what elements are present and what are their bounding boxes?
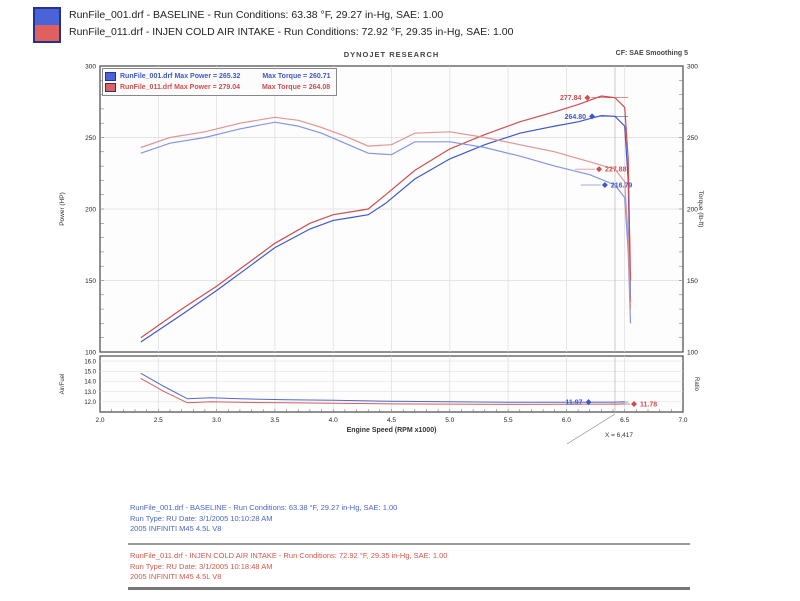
divider-rule-2	[128, 587, 690, 590]
value-marker	[631, 401, 638, 408]
legend-power-baseline: Max Power = 265.32	[174, 73, 241, 80]
x-tick-label: 4.5	[387, 417, 396, 424]
x-axis-title: Engine Speed (RPM x1000)	[347, 427, 437, 434]
torque-tick-label: 250	[687, 135, 698, 142]
afr-injen-curve	[140, 377, 625, 405]
injen-color-chip	[35, 25, 59, 41]
value-marker	[601, 181, 608, 188]
power-tick-label: 100	[85, 349, 96, 356]
injen-run-info: RunFile_011.drf - INJEN COLD AIR INTAKE …	[130, 551, 447, 583]
baseline-info-line3: 2005 INFINITI M45 4.5L V8	[130, 524, 222, 533]
power-axis-title: Power (HP)	[59, 192, 66, 226]
x-tick-label: 4.0	[329, 417, 338, 424]
injen-info-line1: RunFile_011.drf - INJEN COLD AIR INTAKE …	[130, 551, 448, 560]
run-header: RunFile_001.drf - BASELINE - Run Conditi…	[33, 7, 513, 43]
afr-tick-label: 16.0	[84, 359, 96, 365]
power-injen-curve	[140, 95, 632, 339]
baseline-run-info: RunFile_001.drf - BASELINE - Run Conditi…	[130, 503, 397, 535]
injen-info-line2: Run Type: RU Date: 3/1/2005 10:18:48 AM	[130, 561, 273, 571]
legend-torque-injen: Max Torque = 264.08	[261, 84, 331, 91]
run-color-swatch	[33, 7, 61, 43]
afr-tick-label: 12.0	[84, 400, 96, 406]
value-callout: 227.88	[605, 167, 627, 174]
x-tick-label: 3.0	[212, 417, 221, 424]
cursor-pointer-line	[566, 413, 616, 445]
correction-factor-label: CF: SAE Smoothing 5	[615, 50, 688, 57]
run-header-line-baseline: RunFile_001.drf - BASELINE - Run Conditi…	[69, 9, 444, 21]
afr-right-axis-title: Ratio	[693, 377, 699, 392]
x-tick-label: 5.0	[445, 417, 454, 424]
torque-tick-label: 150	[687, 278, 698, 285]
run-header-line-injen: RunFile_011.drf - INJEN COLD AIR INTAKE …	[69, 26, 514, 38]
value-marker	[585, 399, 592, 406]
dynojet-brand-title: DYNOJET RESEARCH	[343, 50, 440, 59]
legend-power-injen: Max Power = 279.04	[174, 84, 241, 91]
dyno-graph-canvas: 300 300 250 250 200 200 150 150 100 100 16.0 15.0 14…	[59, 63, 704, 445]
baseline-info-line1: RunFile_001.drf - BASELINE - Run Conditi…	[130, 503, 398, 512]
torque-tick-label: 100	[687, 349, 698, 356]
x-tick-label: 5.5	[504, 417, 513, 424]
torque-injen-curve	[140, 116, 632, 310]
legend-swatch-injen	[105, 83, 116, 92]
legend-file-injen: RunFile_011.drf	[120, 84, 173, 91]
plot-legend-box: RunFile_001.drf Max Power = 265.32 Max T…	[102, 68, 337, 96]
legend-torque-baseline: Max Torque = 260.71	[262, 73, 331, 80]
afr-tick-label: 15.0	[84, 370, 96, 376]
baseline-info-line2: Run Type: RU Date: 3/1/2005 10:10:28 AM	[130, 513, 273, 523]
x-tick-label: 2.0	[95, 417, 104, 424]
afr-axis-title: Air/Fuel	[60, 374, 66, 395]
x-tick-label: 6.5	[620, 417, 629, 424]
power-tick-label: 300	[85, 63, 96, 70]
baseline-color-chip	[35, 9, 59, 25]
dyno-graph-svg: 300 300 250 250 200 200 150 150 100 100 16.0 15.0 14…	[59, 63, 704, 445]
cursor-readout: X = 6,417	[605, 432, 633, 439]
value-callout: 11.97	[565, 400, 582, 407]
torque-axis-title: Torque (lb-ft)	[697, 191, 704, 228]
value-callout: 264.80	[565, 114, 587, 121]
injen-info-line3: 2005 INFINITI M45 4.5L V8	[130, 572, 222, 581]
power-tick-label: 150	[85, 278, 96, 285]
legend-file-baseline: RunFile_001.drf	[120, 73, 173, 80]
afr-tick-label: 14.0	[84, 380, 96, 386]
power-tick-label: 250	[85, 135, 96, 142]
torque-baseline-curve	[140, 121, 632, 324]
legend-row-baseline: RunFile_001.drf Max Power = 265.32 Max T…	[105, 71, 331, 82]
value-marker	[589, 113, 596, 120]
afr-tick-label: 13.0	[84, 390, 96, 396]
value-callout: 216.79	[611, 182, 633, 189]
value-marker	[584, 94, 591, 101]
legend-swatch-baseline	[105, 72, 116, 81]
value-marker	[596, 166, 603, 173]
x-tick-label: 6.0	[562, 417, 571, 424]
legend-row-injen: RunFile_011.drf Max Power = 279.04 Max T…	[105, 82, 331, 93]
divider-rule-1	[128, 543, 690, 545]
value-callout: 277.84	[560, 95, 582, 102]
x-tick-label: 3.5	[270, 417, 279, 424]
torque-tick-label: 200	[687, 206, 698, 213]
value-callout: 11.78	[640, 402, 657, 409]
afr-baseline-curve	[140, 372, 625, 403]
torque-tick-label: 300	[687, 63, 698, 70]
x-tick-label: 2.5	[154, 417, 163, 424]
power-tick-label: 200	[85, 206, 96, 213]
x-tick-label: 7.0	[678, 417, 687, 424]
